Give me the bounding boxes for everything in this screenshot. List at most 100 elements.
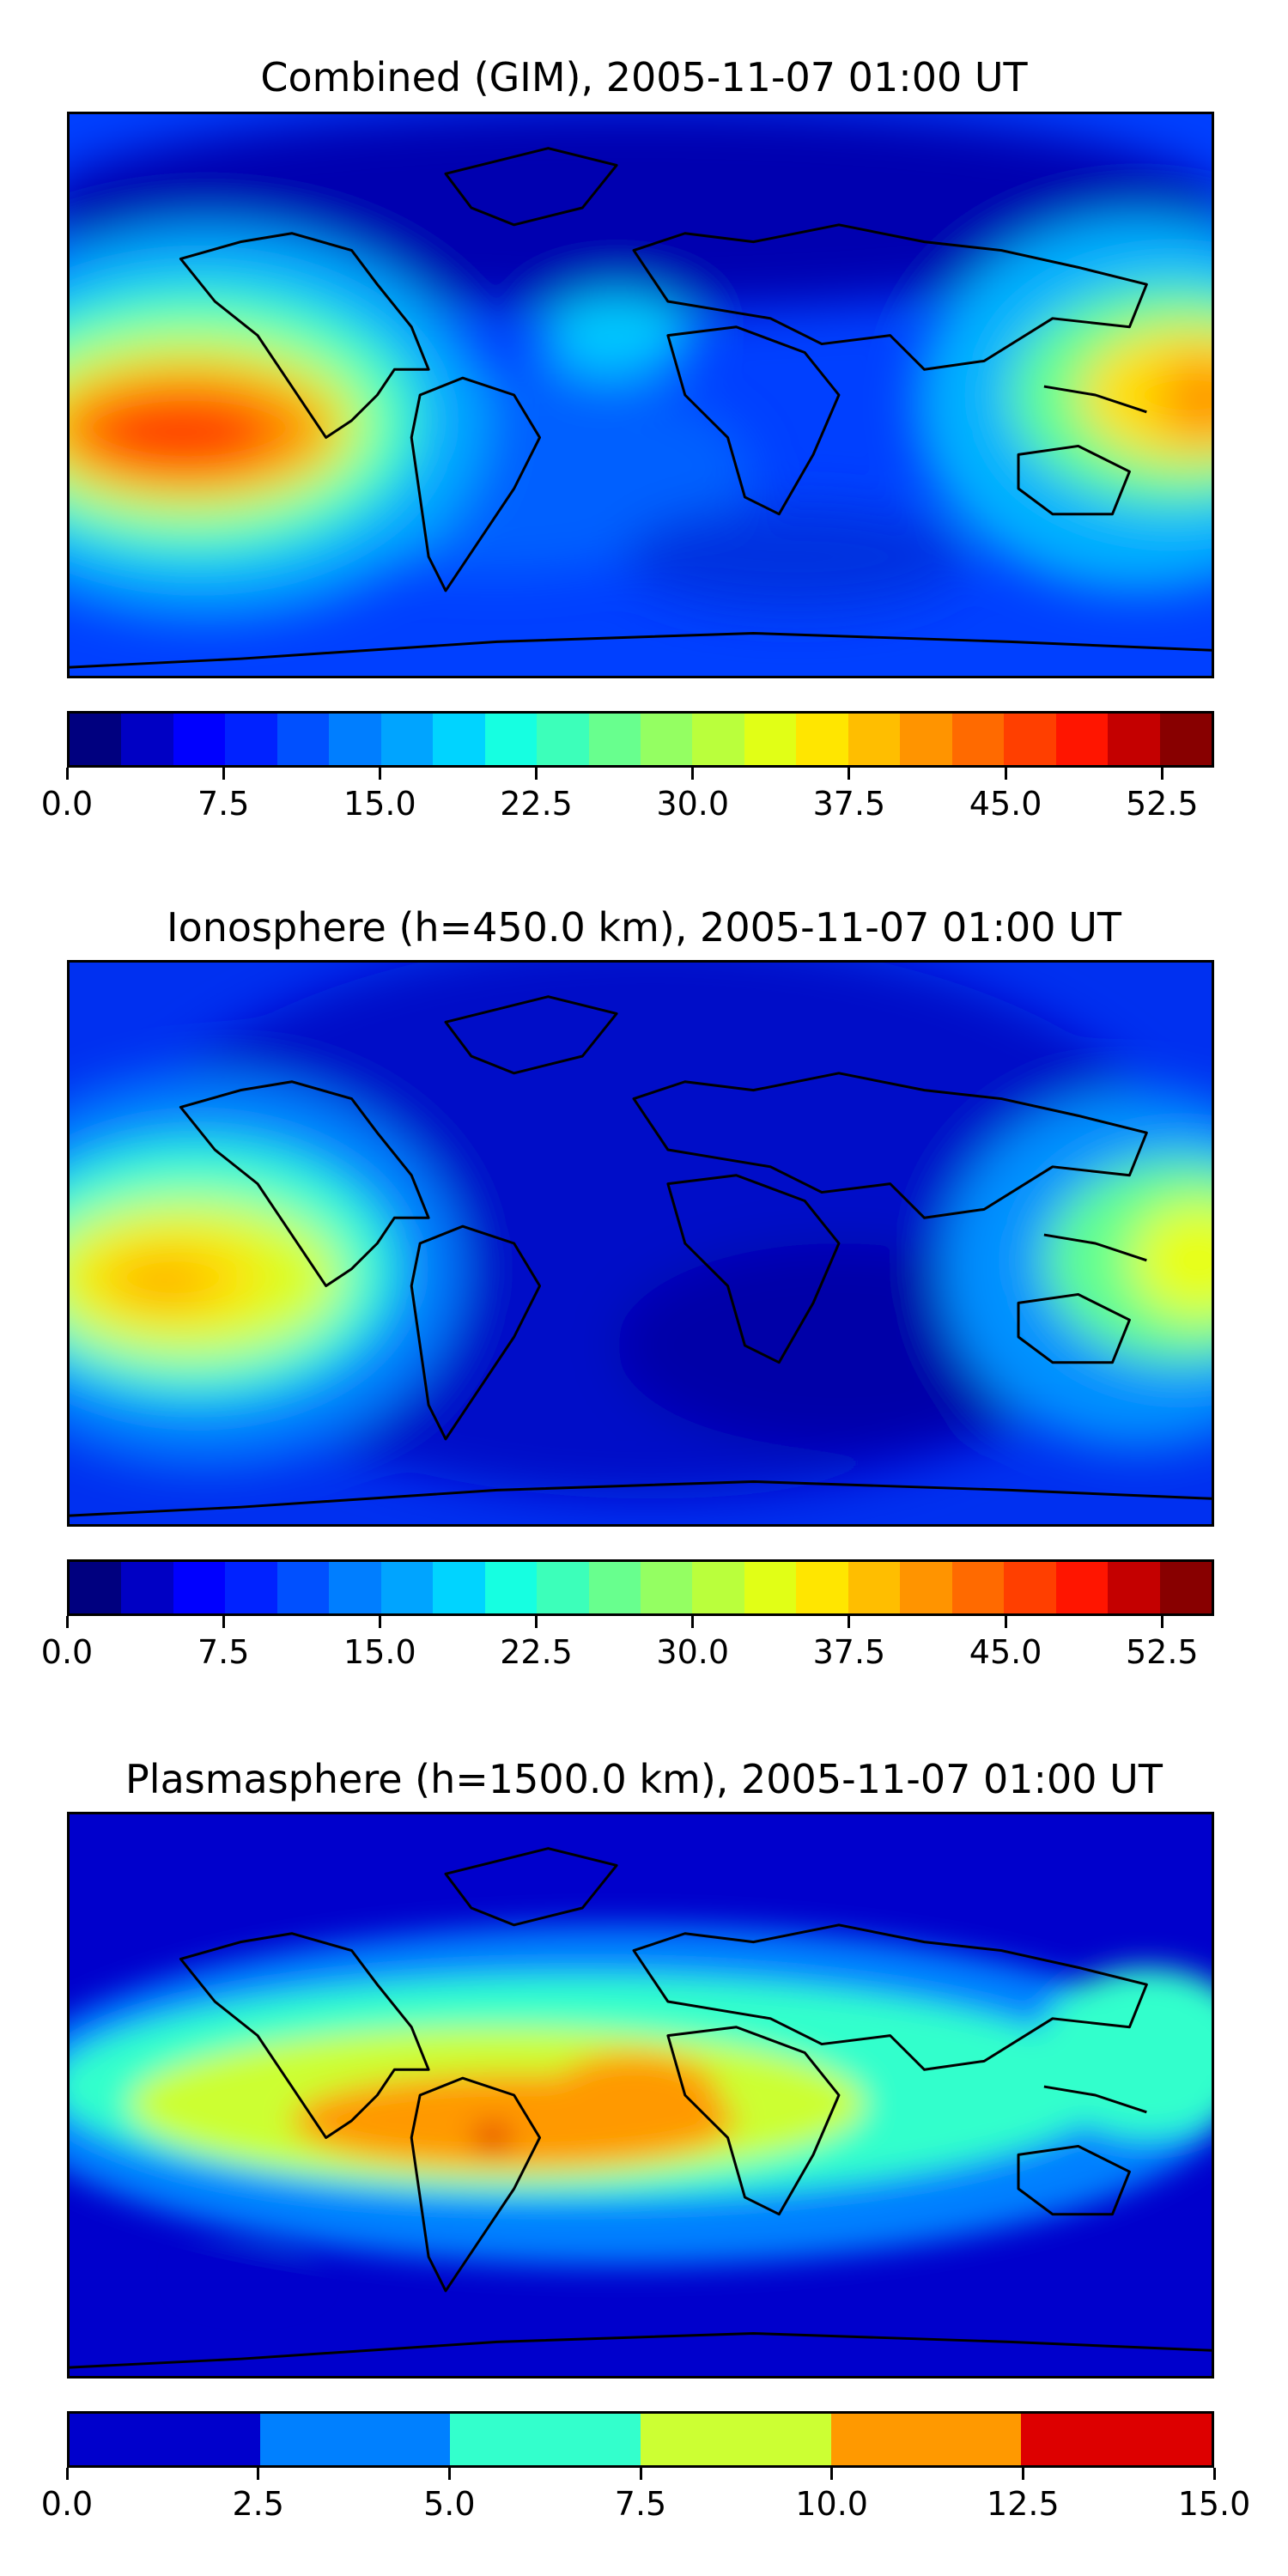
colorbar-plasmasphere — [67, 2411, 1214, 2468]
colorbar-segment — [900, 1562, 952, 1613]
colorbar-segment — [380, 714, 434, 765]
panel-title: Ionosphere (h=450.0 km), 2005-11-07 01:0… — [167, 904, 1121, 951]
colorbar-tick — [378, 1616, 381, 1628]
colorbar-tick-label: 0.0 — [40, 785, 94, 823]
colorbar-segment — [1055, 1562, 1109, 1613]
colorbar-segment — [951, 1562, 1005, 1613]
colorbar-segment — [744, 714, 797, 765]
colorbar-tick — [222, 1616, 225, 1628]
colorbar-segment — [433, 1562, 485, 1613]
colorbar-segment — [1159, 1562, 1212, 1613]
colorbar-tick — [222, 768, 225, 780]
colorbar-tick-label: 15.0 — [343, 1633, 416, 1671]
colorbar-segment — [830, 2414, 1022, 2465]
colorbar-segment — [641, 2414, 831, 2465]
tec-map-combined — [67, 112, 1214, 678]
colorbar-segment — [121, 1562, 173, 1613]
colorbar-tick — [447, 2468, 451, 2480]
colorbar-tick-label: 12.5 — [987, 2485, 1060, 2523]
colorbar-tick-label: 7.5 — [614, 2485, 667, 2523]
colorbar-ionosphere — [67, 1559, 1214, 1616]
colorbar-tick — [639, 2468, 642, 2480]
colorbar-tick-label: 0.0 — [40, 1633, 94, 1671]
colorbar-tick — [535, 768, 538, 780]
colorbar-segment — [484, 714, 538, 765]
colorbar-segment — [744, 1562, 797, 1613]
colorbar-tick — [1160, 1616, 1163, 1628]
colorbar-tick — [378, 768, 381, 780]
colorbar-tick — [1021, 2468, 1024, 2480]
panel-title: Combined (GIM), 2005-11-07 01:00 UT — [260, 54, 1028, 100]
colorbar-tick — [848, 768, 851, 780]
colorbar-tick — [830, 2468, 834, 2480]
colorbar-segment — [259, 2414, 451, 2465]
colorbar-tick-label: 10.0 — [795, 2485, 868, 2523]
colorbar-segment — [640, 714, 693, 765]
colorbar-segment — [1108, 714, 1160, 765]
colorbar-tick-label: 7.5 — [197, 1633, 250, 1671]
colorbar-segment — [433, 714, 485, 765]
colorbar-tick — [535, 1616, 538, 1628]
colorbar-tick-label: 45.0 — [969, 1633, 1042, 1671]
colorbar-segment — [848, 714, 901, 765]
colorbar-segment — [848, 1562, 901, 1613]
colorbar-tick-label: 37.5 — [812, 785, 886, 823]
colorbar-tick — [1212, 2468, 1216, 2480]
colorbar-tick — [1004, 1616, 1007, 1628]
colorbar-segment — [796, 1562, 848, 1613]
colorbar-segment — [588, 1562, 641, 1613]
colorbar-tick — [691, 768, 695, 780]
colorbar-segment — [1159, 714, 1212, 765]
colorbar-ticks-plasmasphere: 0.0 2.5 5.0 7.5 10.0 12.5 15.0 — [41, 2468, 1250, 2523]
colorbar-segment — [588, 714, 641, 765]
colorbar-segment — [276, 714, 330, 765]
colorbar-segment — [70, 1562, 122, 1613]
colorbar-segment — [173, 714, 226, 765]
colorbar-tick-label: 45.0 — [969, 785, 1042, 823]
colorbar-segment — [329, 1562, 381, 1613]
colorbar-tick-label: 52.5 — [1125, 1633, 1199, 1671]
colorbar-segment — [173, 1562, 226, 1613]
colorbar-segment — [1108, 1562, 1160, 1613]
colorbar-segment — [276, 1562, 330, 1613]
colorbar-segment — [1021, 2414, 1212, 2465]
colorbar-tick — [848, 1616, 851, 1628]
colorbar-tick-label: 37.5 — [812, 1633, 886, 1671]
colorbar-tick — [1160, 768, 1163, 780]
colorbar-tick-label: 15.0 — [1177, 2485, 1251, 2523]
colorbar-segment — [537, 1562, 589, 1613]
colorbar-segment — [1004, 1562, 1056, 1613]
colorbar-ticks-combined: 0.0 7.5 15.0 22.5 30.0 37.5 45.0 52.5 — [41, 768, 1214, 823]
colorbar-segment — [796, 714, 848, 765]
colorbar-segment — [537, 714, 589, 765]
colorbar-tick-label: 22.5 — [500, 1633, 573, 1671]
colorbar-tick — [65, 2468, 69, 2480]
colorbar-segment — [951, 714, 1005, 765]
colorbar-segment — [380, 1562, 434, 1613]
colorbar-segment — [1004, 714, 1056, 765]
colorbar-tick-label: 15.0 — [343, 785, 416, 823]
colorbar-tick-label: 5.0 — [423, 2485, 476, 2523]
colorbar-ticks-ionosphere: 0.0 7.5 15.0 22.5 30.0 37.5 45.0 52.5 — [41, 1616, 1214, 1671]
colorbar-tick — [691, 1616, 695, 1628]
colorbar-segment — [692, 714, 744, 765]
colorbar-segment — [640, 1562, 693, 1613]
colorbar-tick-label: 7.5 — [197, 785, 250, 823]
colorbar-tick-label: 0.0 — [40, 2485, 94, 2523]
colorbar-segment — [692, 1562, 744, 1613]
colorbar-tick-label: 52.5 — [1125, 785, 1199, 823]
colorbar-segment — [329, 714, 381, 765]
colorbar-segment — [484, 1562, 538, 1613]
colorbar-combined — [67, 711, 1214, 768]
colorbar-tick — [65, 768, 69, 780]
colorbar-segment — [225, 1562, 277, 1613]
panel-title: Plasmasphere (h=1500.0 km), 2005-11-07 0… — [125, 1756, 1163, 1802]
colorbar-tick-label: 30.0 — [656, 1633, 730, 1671]
colorbar-tick-label: 30.0 — [656, 785, 730, 823]
colorbar-tick-label: 22.5 — [500, 785, 573, 823]
colorbar-segment — [121, 714, 173, 765]
colorbar-tick — [1004, 768, 1007, 780]
colorbar-segment — [70, 714, 122, 765]
colorbar-tick — [257, 2468, 260, 2480]
colorbar-segment — [450, 2414, 641, 2465]
